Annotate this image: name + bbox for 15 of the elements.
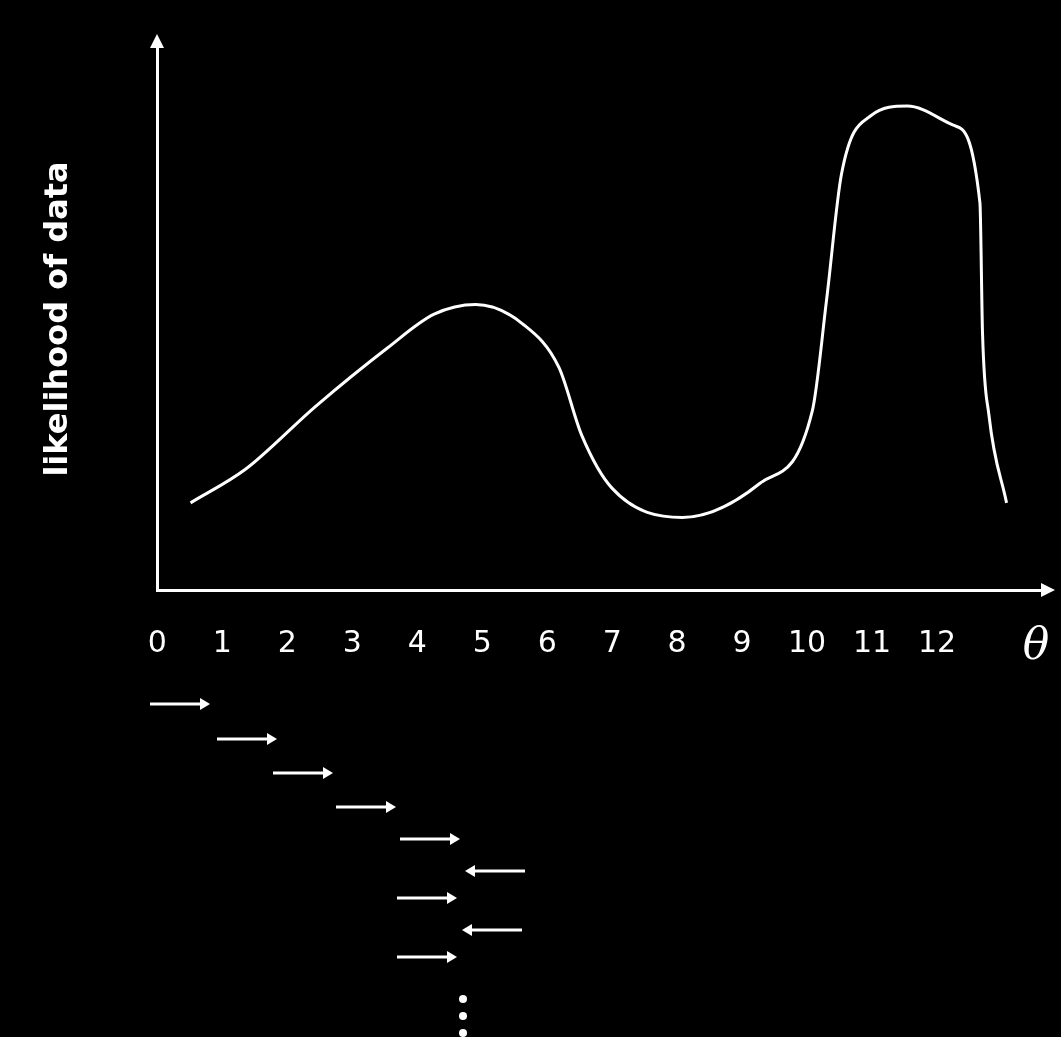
x-tick-label: 1 [212, 623, 232, 659]
y-axis-title: likelihood of data [36, 161, 75, 477]
x-tick-label: 3 [342, 623, 362, 659]
x-tick-label: 2 [277, 623, 297, 659]
x-tick-label: 12 [917, 623, 957, 659]
x-tick-label: 10 [788, 623, 827, 659]
x-tick-label: 11 [852, 623, 892, 659]
x-tick-label: 4 [407, 623, 427, 659]
x-tick-label: 5 [472, 623, 492, 659]
x-tick-label: 7 [602, 623, 622, 659]
x-tick-label: 8 [667, 623, 687, 659]
x-axis-title: θ [1022, 618, 1050, 670]
x-tick-label: 9 [732, 623, 752, 659]
x-tick-label: 6 [537, 623, 557, 659]
x-tick-label: 0 [147, 623, 167, 659]
